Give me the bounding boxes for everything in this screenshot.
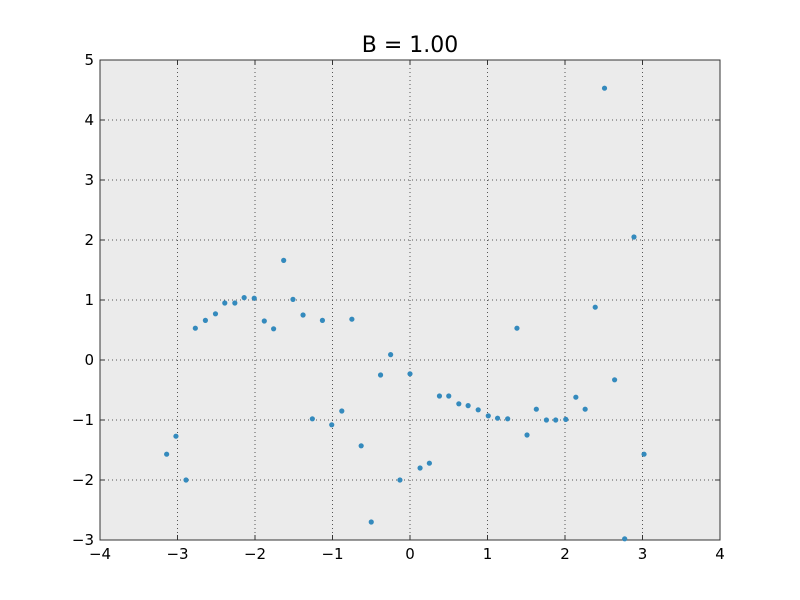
data-point [514,325,520,331]
data-point [465,403,471,409]
y-tick-label: 1 [84,291,94,309]
data-point [290,296,296,302]
data-point [368,519,374,525]
data-point [494,415,501,421]
data-point [251,295,257,301]
data-point [641,451,647,457]
x-tick-label: −2 [244,545,266,563]
y-tick-label: 3 [84,171,94,189]
data-points [164,85,647,542]
y-tick-label: 2 [84,231,94,249]
data-point [622,536,628,542]
y-tick-labels: −3 −2 −1 0 1 2 3 4 5 [72,51,94,549]
data-point [456,401,462,407]
x-tick-label: 0 [405,545,415,563]
data-point [485,413,491,419]
x-tick-label: 1 [483,545,493,563]
x-tick-label: 2 [560,545,570,563]
data-point [309,416,315,422]
data-point [183,477,189,483]
data-point [533,406,539,412]
data-point [358,443,364,449]
data-point [192,325,198,331]
data-point [173,433,179,439]
x-tick-label: 4 [715,545,725,563]
data-point [202,317,208,323]
x-tick-label: −3 [166,545,188,563]
data-point [475,407,481,413]
data-point [349,316,355,322]
data-point [631,234,637,240]
y-tick-label: −1 [72,411,94,429]
data-point [446,393,452,399]
data-point [407,371,413,377]
y-tick-label: −2 [72,471,94,489]
x-tick-label: 3 [638,545,648,563]
data-point [397,477,403,483]
data-point [592,304,598,310]
data-point [543,417,550,423]
data-point [271,326,277,332]
chart-title: B = 1.00 [362,33,459,58]
plot-frame [99,59,721,541]
data-point [388,352,394,358]
x-tick-label: −4 [89,545,111,563]
data-point [436,393,443,399]
data-point [426,460,432,466]
x-tick-labels: −4 −3 −2 −1 0 1 2 3 4 [89,545,725,563]
data-point [553,417,559,423]
data-point [241,295,247,301]
data-point [232,300,238,306]
data-point [261,318,267,324]
data-point [417,465,423,471]
y-tick-label: 0 [84,351,94,369]
y-tick-label: 4 [84,111,94,129]
y-tick-label: −3 [72,531,94,549]
data-point [582,406,588,412]
data-point [573,394,579,400]
data-point [212,311,219,317]
data-point [300,312,306,318]
data-point [612,377,618,383]
data-point [281,257,287,263]
data-point [505,416,511,422]
data-point [377,372,384,378]
y-tick-label: 5 [84,51,94,69]
data-point [222,300,228,306]
data-point [319,317,326,323]
x-tick-label: −1 [321,545,343,563]
data-point [524,432,530,438]
data-point [563,416,569,422]
data-point [164,451,170,457]
data-point [601,85,608,91]
data-point [329,422,335,428]
data-point [339,408,345,414]
